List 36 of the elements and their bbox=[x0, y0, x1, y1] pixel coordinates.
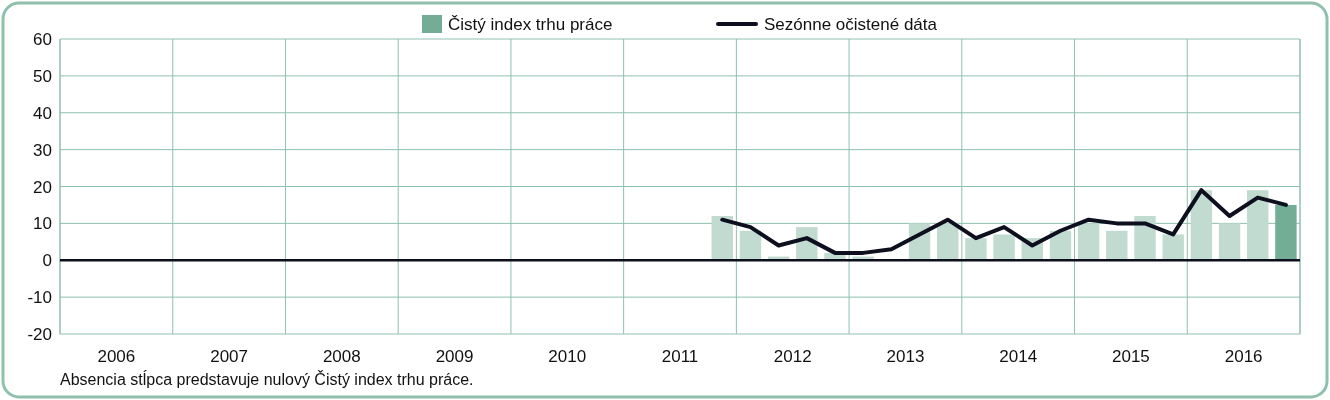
bar bbox=[1106, 230, 1128, 261]
text: Absencia stĺpca predstavuje nulový Čistý index trhu práce. bbox=[60, 370, 474, 388]
legend-label: Sezónne očistené dáta bbox=[764, 15, 938, 34]
y-tick-label: 40 bbox=[33, 103, 52, 123]
y-tick-label: 60 bbox=[33, 30, 52, 49]
bar bbox=[937, 223, 959, 261]
bar bbox=[1275, 204, 1297, 261]
bar bbox=[993, 234, 1015, 261]
bar bbox=[1077, 223, 1100, 261]
x-tick-label: 2010 bbox=[548, 347, 587, 366]
x-tick-label: 2007 bbox=[210, 347, 248, 366]
y-tick-label: -10 bbox=[27, 288, 52, 308]
bar bbox=[965, 238, 987, 261]
x-tick-label: 2012 bbox=[773, 347, 812, 366]
bar bbox=[711, 216, 733, 261]
y-tick-label: -20 bbox=[27, 325, 52, 344]
line-series bbox=[720, 188, 1288, 255]
x-tick-label: 2008 bbox=[322, 347, 361, 366]
x-tick-label: 2013 bbox=[886, 347, 925, 366]
x-tick-label: 2015 bbox=[1111, 347, 1150, 366]
bar bbox=[1134, 216, 1156, 261]
legend-label: Čistý index trhu práce bbox=[448, 15, 613, 34]
y-tick-label: 50 bbox=[33, 66, 52, 86]
y-tick-label: 0 bbox=[42, 251, 52, 271]
bar bbox=[1247, 190, 1269, 261]
y-tick-label: 30 bbox=[33, 140, 52, 160]
x-tick-label: 2014 bbox=[999, 347, 1038, 366]
y-tick-label: 10 bbox=[33, 214, 52, 234]
bar bbox=[1218, 223, 1241, 261]
bar bbox=[739, 230, 762, 261]
x-tick-label: 2016 bbox=[1224, 347, 1263, 366]
x-tick-label: 2006 bbox=[97, 347, 136, 366]
y-tick-label: 20 bbox=[33, 177, 52, 197]
x-tick-label: 2011 bbox=[661, 347, 699, 366]
bar bbox=[1162, 234, 1184, 261]
x-tick-label: 2009 bbox=[435, 347, 474, 366]
